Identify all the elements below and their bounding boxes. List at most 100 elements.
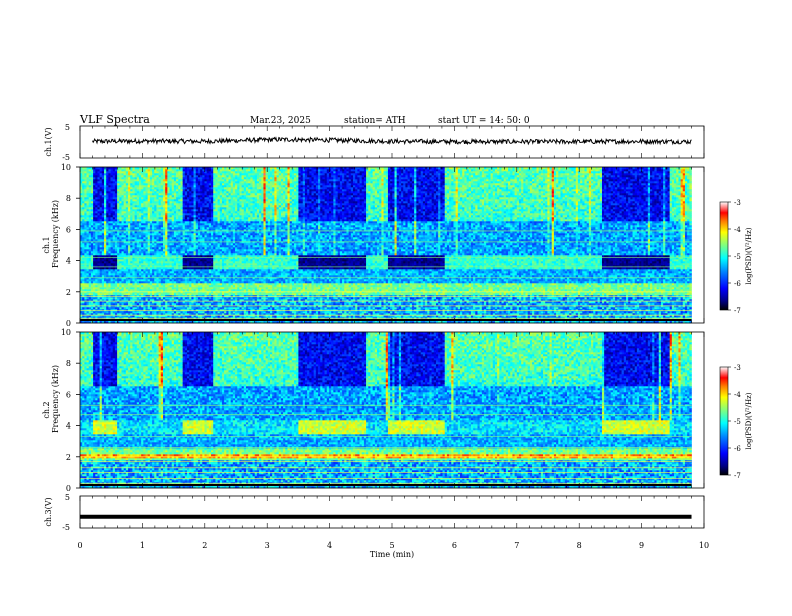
spectrogram-cell (165, 207, 168, 210)
spectrogram-cell (211, 243, 214, 246)
spectrogram-cell (152, 205, 155, 208)
spectrogram-cell (195, 253, 199, 256)
spectrogram-cell (215, 185, 218, 188)
spectrogram-cell (86, 229, 90, 232)
spectrogram-cell (125, 259, 129, 262)
spectrogram-cell (88, 237, 92, 240)
spectrogram-cell (121, 195, 124, 198)
spectrogram-cell (208, 259, 212, 262)
spectrogram-cell (173, 239, 177, 242)
spectrogram-cell (86, 201, 90, 204)
spectrogram-cell (101, 269, 105, 272)
spectrogram-cell (84, 285, 87, 288)
spectrogram-cell (145, 297, 148, 300)
spectrogram-cell (108, 169, 111, 172)
spectrogram-cell (125, 181, 129, 184)
spectrogram-cell (173, 249, 177, 252)
spectrogram-cell (200, 169, 203, 172)
spectrogram-cell (213, 225, 216, 228)
spectrogram-cell (187, 289, 190, 292)
spectrogram-cell (158, 303, 162, 306)
spectrogram-cell (173, 207, 177, 210)
spectrogram-cell (82, 273, 85, 276)
spectrogram-cell (191, 217, 194, 220)
spectrogram-cell (95, 287, 98, 290)
spectrogram-cell (134, 321, 138, 324)
spectrogram-cell (106, 245, 109, 248)
spectrogram-cell (80, 183, 83, 186)
spectrogram-cell (136, 303, 140, 306)
spectrogram-cell (97, 303, 100, 306)
spectrogram-cell (114, 173, 118, 176)
spectrogram-cell (130, 181, 133, 184)
spectrogram-cell (80, 303, 83, 306)
spectrogram-cell (99, 245, 103, 248)
spectrogram-cell (165, 181, 168, 184)
spectrogram-cell (88, 289, 92, 292)
spectrogram-cell (84, 195, 87, 198)
spectrogram-cell (86, 271, 90, 274)
spectrogram-cell (156, 267, 159, 270)
spectrogram-cell (187, 223, 190, 226)
spectrogram-cell (156, 283, 159, 286)
spectrogram-cell (176, 181, 179, 184)
spectrogram-cell (143, 299, 146, 302)
spectrogram-cell (187, 259, 190, 262)
spectrogram-cell (104, 173, 107, 176)
spectrogram-cell (211, 181, 214, 184)
spectrogram-cell (158, 229, 162, 232)
spectrogram-cell (141, 275, 144, 278)
spectrogram-cell (152, 179, 155, 182)
spectrogram-cell (119, 297, 122, 300)
spectrogram-cell (180, 269, 183, 272)
spectrogram-cell (130, 307, 133, 310)
spectrogram-cell (141, 251, 144, 254)
spectrogram-cell (108, 201, 111, 204)
spectrogram-cell (180, 207, 183, 210)
spectrogram-cell (158, 183, 162, 186)
spectrogram-cell (167, 313, 170, 316)
spectrogram-cell (93, 233, 96, 236)
spectrogram-cell (171, 245, 175, 248)
spectrogram-cell (134, 299, 138, 302)
spectrogram-cell (160, 235, 164, 238)
spectrogram-cell (189, 197, 192, 200)
spectrogram-cell (119, 231, 122, 234)
spectrogram-cell (211, 299, 214, 302)
spectrogram-cell (156, 253, 159, 256)
spectrogram-cell (176, 217, 179, 220)
spectrogram-cell (110, 303, 114, 306)
spectrogram-cell (154, 195, 157, 198)
spectrogram-cell (158, 297, 162, 300)
spectrogram-cell (165, 223, 168, 226)
spectrogram-cell (117, 181, 120, 184)
spectrogram-cell (121, 269, 124, 272)
spectrogram-cell (180, 215, 183, 218)
spectrogram-cell (136, 229, 140, 232)
spectrogram-cell (114, 261, 118, 264)
spectrogram-cell (136, 287, 140, 290)
spectrogram-cell (90, 285, 94, 288)
spectrogram-cell (123, 209, 127, 212)
spectrogram-cell (206, 269, 210, 272)
spectrogram-cell (176, 239, 179, 242)
spectrogram-cell (82, 191, 85, 194)
spectrogram-cell (101, 299, 105, 302)
spectrogram-cell (95, 283, 98, 286)
spectrogram-cell (82, 197, 85, 200)
spectrogram-cell (217, 215, 221, 218)
spectrogram-cell (171, 265, 175, 268)
spectrogram-cell (217, 285, 221, 288)
spectrogram-cell (93, 183, 96, 186)
spectrogram-cell (82, 185, 85, 188)
spectrogram-cell (106, 215, 109, 218)
spectrogram-cell (121, 167, 124, 170)
spectrogram-cell (114, 257, 118, 260)
spectrogram-cell (191, 201, 194, 204)
spectrogram-cell (187, 311, 190, 314)
spectrogram-cell (119, 217, 122, 220)
spectrogram-cell (119, 257, 122, 260)
spectrogram-cell (86, 183, 90, 186)
ch1-waveform-line (92, 136, 692, 146)
spectrogram-cell (128, 223, 131, 226)
